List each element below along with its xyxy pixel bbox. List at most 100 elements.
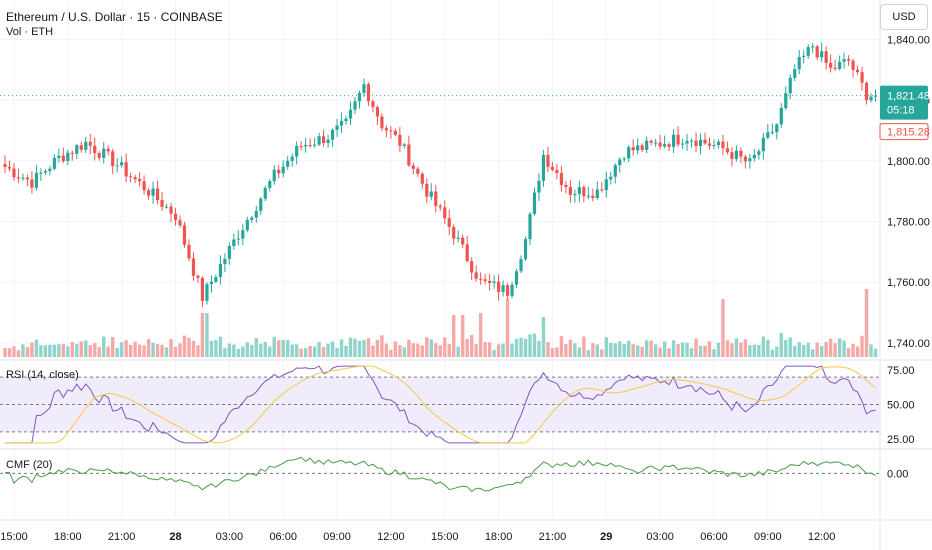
candle-body xyxy=(573,193,577,195)
volume-bar xyxy=(214,340,218,357)
volume-bar xyxy=(541,317,546,357)
time-tick-label: 18:00 xyxy=(54,531,82,543)
volume-bar xyxy=(39,345,43,357)
candle-body xyxy=(254,210,258,218)
volume-bar xyxy=(339,339,344,357)
volume-bar xyxy=(182,335,187,357)
candle-body xyxy=(838,61,842,69)
candle-body xyxy=(57,155,61,158)
volume-bar xyxy=(474,344,478,357)
volume-bar xyxy=(303,348,308,357)
candle-body xyxy=(600,189,604,191)
volume-bar xyxy=(223,348,227,357)
candle-body xyxy=(456,237,460,239)
candle-body xyxy=(335,125,339,130)
currency-button[interactable]: USD xyxy=(880,4,928,30)
candle-body xyxy=(173,213,178,221)
rsi-panel xyxy=(0,365,880,444)
candle-body xyxy=(698,139,703,146)
volume-bar xyxy=(169,339,173,357)
rsi-ma-line xyxy=(5,365,876,444)
candle-body xyxy=(793,69,797,78)
time-tick-label: 09:00 xyxy=(754,531,782,543)
volume-bar xyxy=(160,344,164,357)
volume-bar xyxy=(564,344,568,357)
candle-body xyxy=(842,59,846,62)
volume-bar xyxy=(501,343,505,357)
candle-body xyxy=(277,169,281,174)
price-tick-label: 1,740.00 xyxy=(887,338,930,350)
candle-body xyxy=(586,195,590,197)
volume-bar xyxy=(438,345,442,357)
volume-bar xyxy=(815,342,819,357)
candle-body xyxy=(546,154,550,167)
volume-bar xyxy=(712,349,716,357)
candle-body xyxy=(488,280,492,283)
candle-body xyxy=(541,154,546,181)
volume-bar xyxy=(380,335,384,357)
volume-bar xyxy=(734,338,739,357)
volume-bar xyxy=(644,340,649,357)
candle-body xyxy=(663,144,667,147)
volume-bar xyxy=(851,343,855,357)
volume-bar xyxy=(613,343,617,357)
candle-body xyxy=(344,118,348,122)
candle-body xyxy=(393,130,397,135)
volume-bar xyxy=(635,345,640,357)
time-tick-label: 29 xyxy=(600,531,612,543)
candle-body xyxy=(748,158,752,162)
candle-body xyxy=(330,129,335,140)
volume-bar xyxy=(797,342,801,357)
open-price-badge xyxy=(879,123,929,141)
volume-bar xyxy=(833,343,837,357)
volume-bar xyxy=(402,347,407,357)
candle-body xyxy=(730,152,734,159)
volume-bar xyxy=(200,313,205,357)
volume-bar xyxy=(766,339,770,357)
volume-bar xyxy=(173,347,178,357)
volume-bar xyxy=(779,332,783,357)
time-tick-label: 06:00 xyxy=(269,531,297,543)
volume-bar xyxy=(600,349,604,357)
candle-body xyxy=(281,166,285,174)
volume-bar xyxy=(519,337,523,357)
candle-body xyxy=(873,95,878,97)
candle-body xyxy=(16,177,21,179)
time-tick-label: 03:00 xyxy=(646,531,674,543)
candle-body xyxy=(75,145,79,154)
candle-body xyxy=(514,271,519,285)
volume-bar xyxy=(178,343,182,357)
candle-body xyxy=(631,147,635,151)
candle-body xyxy=(470,261,474,273)
volume-bar xyxy=(272,336,276,357)
volume-bar xyxy=(703,345,707,357)
candle-body xyxy=(380,116,384,129)
volume-bar xyxy=(102,336,106,357)
volume-bar xyxy=(312,346,317,357)
candle-body xyxy=(25,177,30,180)
candle-body xyxy=(124,162,128,177)
volume-bar xyxy=(34,339,39,357)
volume-bar xyxy=(357,340,362,357)
volume-bar xyxy=(191,340,196,357)
candle-body xyxy=(39,172,43,174)
volume-bar xyxy=(290,344,294,357)
volume-bar xyxy=(384,343,389,357)
candle-body xyxy=(864,82,869,101)
volume-bar xyxy=(97,347,101,357)
volume-bar xyxy=(43,345,48,357)
volume-bar xyxy=(591,343,595,357)
volume-bar xyxy=(75,343,79,357)
volume-bar xyxy=(205,313,209,357)
candle-body xyxy=(353,101,357,110)
volume-bar xyxy=(155,344,160,357)
rsi-line xyxy=(5,365,876,444)
candle-body xyxy=(568,187,572,195)
volume-bar xyxy=(465,339,469,357)
volume-bar xyxy=(411,343,416,357)
candle-body xyxy=(649,140,653,143)
candle-body xyxy=(169,206,173,214)
candle-body xyxy=(694,140,698,146)
candles xyxy=(3,42,878,307)
volume-bar xyxy=(398,345,402,357)
